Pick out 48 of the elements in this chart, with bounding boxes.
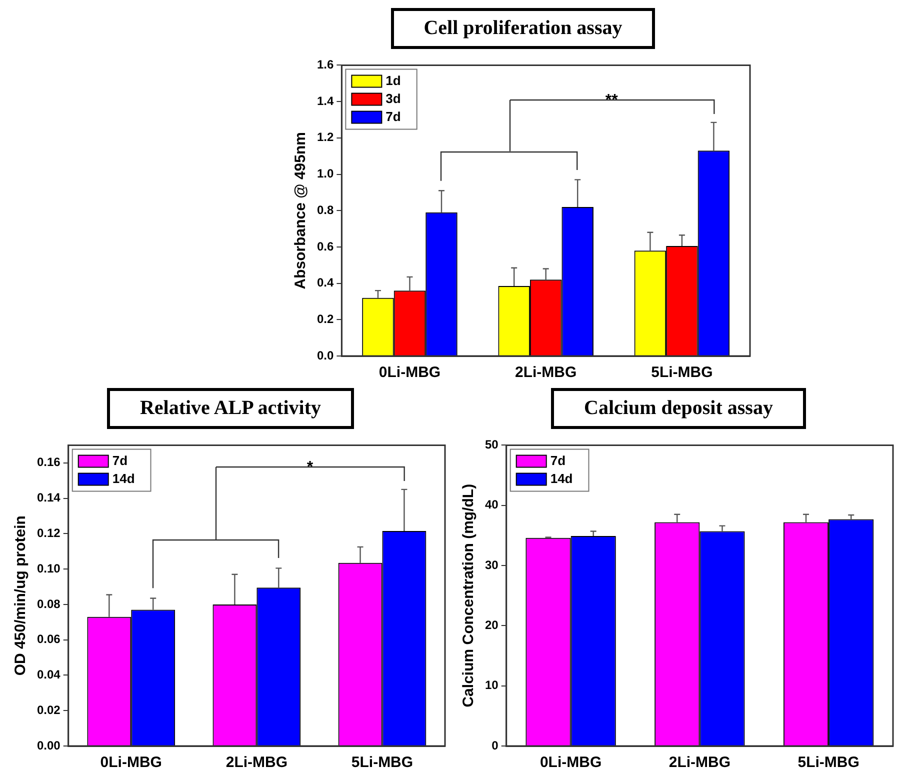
- y-tick-label: 0.0: [316, 348, 334, 362]
- annotation: **: [605, 92, 619, 109]
- x-tick-label: 2Li-MBG: [668, 754, 731, 772]
- legend-label: 14d: [112, 470, 135, 486]
- y-tick-label: 0.6: [316, 239, 334, 254]
- legend-label: 1d: [386, 72, 401, 88]
- y-axis-title: OD 450/min/ug protein: [12, 516, 30, 676]
- x-tick-label: 5Li-MBG: [798, 754, 860, 772]
- x-tick-label: 0Li-MBG: [540, 754, 602, 772]
- y-tick-label: 0.04: [36, 668, 61, 682]
- x-tick-label: 2Li-MBG: [226, 754, 288, 772]
- x-tick-label: 2Li-MBG: [515, 364, 577, 382]
- y-tick-label: 1.0: [316, 166, 334, 181]
- y-axis-title: Calcium Concentration (mg/dL): [460, 484, 478, 708]
- x-tick-label: 5Li-MBG: [651, 364, 713, 382]
- chart-title: Calcium deposit assay: [551, 388, 806, 429]
- y-tick-label: 1.6: [316, 58, 334, 72]
- y-tick-label: 0.06: [36, 632, 61, 646]
- x-tick-label: 0Li-MBG: [100, 754, 162, 772]
- y-tick-label: 0.2: [316, 312, 334, 326]
- y-tick-label: 0.4: [316, 276, 334, 290]
- legend-label: 7d: [112, 452, 128, 468]
- legend-label: 3d: [386, 90, 401, 106]
- y-tick-label: 10: [484, 678, 499, 692]
- x-tick-label: 0Li-MBG: [378, 364, 441, 382]
- legend-label: 14d: [550, 470, 573, 486]
- y-tick-label: 40: [484, 498, 499, 512]
- y-axis-title: Absorbance @ 495nm: [292, 132, 310, 290]
- y-tick-label: 20: [484, 618, 499, 632]
- legend-label: 7d: [386, 108, 401, 124]
- y-tick-label: 0.8: [316, 202, 334, 217]
- y-tick-label: 0: [492, 738, 499, 752]
- y-tick-label: 0.10: [36, 561, 61, 576]
- chart-title: Cell proliferation assay: [390, 8, 656, 49]
- y-tick-label: 0.14: [36, 490, 61, 505]
- y-tick-label: 0.08: [36, 596, 61, 611]
- x-tick-label: 5Li-MBG: [351, 754, 414, 772]
- legend-label: 7d: [550, 452, 566, 468]
- y-tick-label: 0.12: [36, 526, 61, 540]
- y-tick-label: 0.16: [36, 455, 61, 470]
- y-tick-label: 1.4: [316, 94, 334, 108]
- annotation: *: [306, 458, 314, 476]
- y-tick-label: 0.02: [36, 702, 61, 717]
- y-tick-label: 1.2: [316, 130, 334, 144]
- chart-title: Relative ALP activity: [106, 388, 354, 429]
- y-tick-label: 0.00: [36, 738, 61, 752]
- y-tick-label: 50: [484, 438, 499, 452]
- y-tick-label: 30: [484, 558, 499, 572]
